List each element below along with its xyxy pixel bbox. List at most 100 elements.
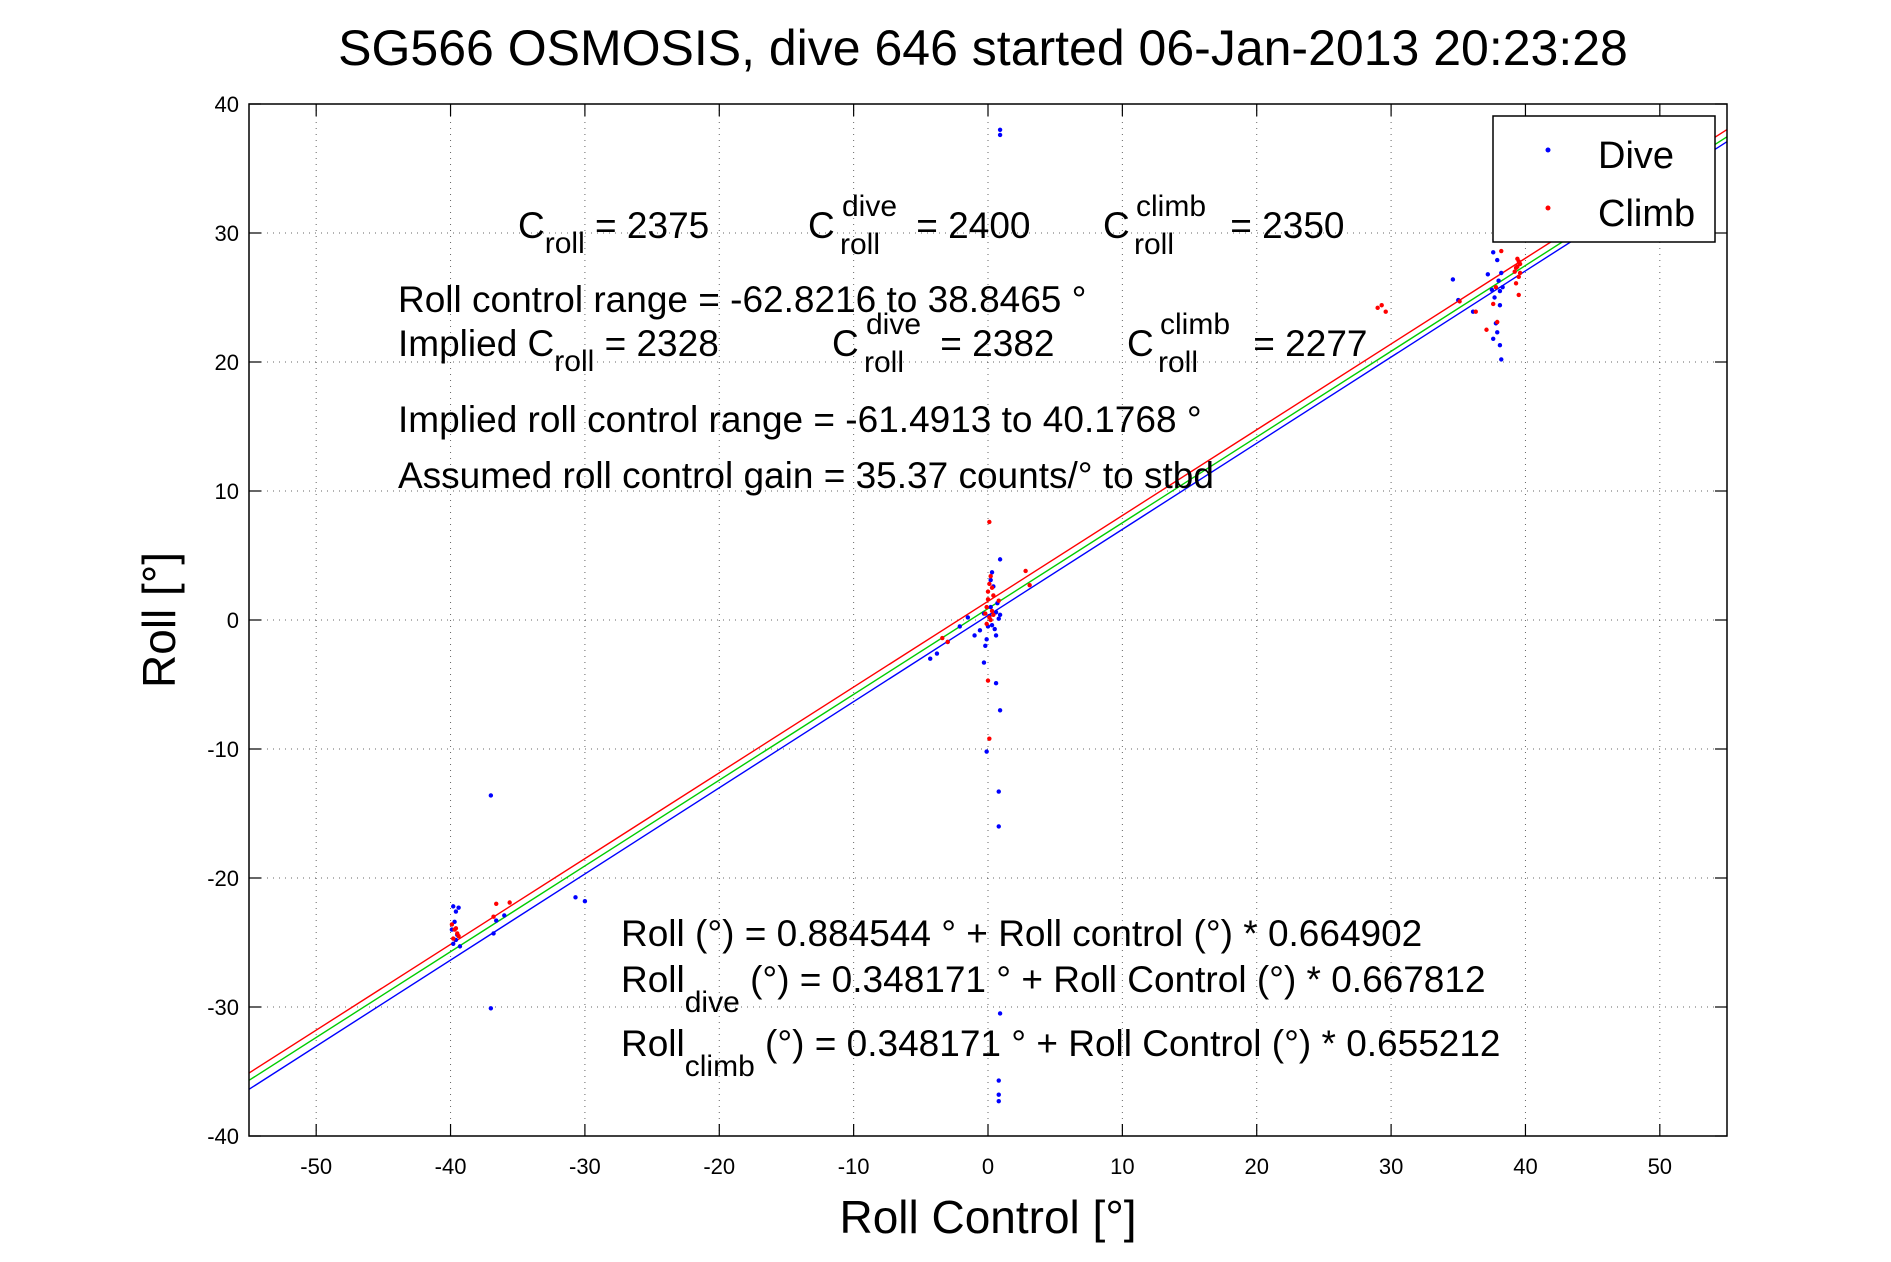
c-roll-dive-sub: roll: [840, 228, 880, 261]
dive-point: [997, 708, 1003, 713]
dive-point: [983, 643, 988, 648]
climb-point: [991, 593, 996, 598]
implied-c-roll-text: Implied Croll = 2328: [398, 323, 719, 378]
climb-point: [1495, 319, 1500, 325]
c-roll-climb-sub: roll: [1134, 228, 1174, 261]
fit-climb-text: Rollclimb (°) = 0.348171 ° + Roll Contro…: [621, 1023, 1501, 1083]
x-tick-label: -40: [435, 1154, 467, 1179]
y-tick-label: -10: [207, 737, 239, 762]
climb-point: [451, 936, 456, 941]
dive-point: [1499, 270, 1504, 276]
climb-point: [1512, 269, 1517, 274]
climb-point: [985, 589, 991, 594]
y-axis-label: Roll [°]: [133, 552, 185, 688]
dive-point: [988, 577, 993, 583]
implied-c-roll-climb-sup: climb: [1160, 308, 1230, 341]
dive-point: [996, 1098, 1001, 1104]
dive-point: [456, 905, 461, 910]
dive-point: [573, 895, 578, 900]
dive-point: [996, 616, 1001, 621]
dive-point: [502, 913, 507, 918]
dive-point: [1499, 357, 1504, 362]
climb-point: [985, 597, 991, 602]
implied-c-roll-dive-sub: roll: [864, 346, 904, 379]
axis-ticks: -50 -40 -30 -20 -10 0 10 20 30 40 50 -40 -30 -20 -10 0 1…: [207, 92, 1727, 1179]
climb-point: [989, 585, 995, 590]
dive-point: [997, 557, 1003, 562]
dive-point: [1489, 287, 1495, 292]
dive-point: [453, 909, 459, 914]
climb-point: [984, 604, 989, 610]
legend-climb-label: Climb: [1598, 193, 1695, 235]
climb-point: [1517, 270, 1523, 276]
climb-point: [1516, 274, 1521, 280]
climb-point: [988, 617, 993, 623]
climb-point: [1515, 256, 1520, 261]
dive-point: [1495, 257, 1500, 263]
y-tick-label: 0: [227, 608, 239, 633]
dive-point: [934, 651, 940, 656]
climb-point: [945, 639, 950, 645]
dive-point: [1500, 284, 1505, 290]
dive-point: [993, 633, 999, 638]
dive-point: [965, 615, 971, 620]
legend-box: [1492, 115, 1716, 243]
climb-point: [1493, 284, 1499, 290]
climb-point: [1513, 265, 1519, 271]
implied-c-roll-dive-sup: dive: [866, 308, 921, 341]
x-tick-label: 30: [1379, 1154, 1403, 1179]
y-tick-label: 10: [215, 479, 239, 504]
dive-point: [1492, 295, 1497, 300]
y-tick-label: 20: [215, 350, 239, 375]
dive-point: [977, 628, 983, 633]
climb-point: [996, 598, 1001, 603]
x-tick-label: -50: [300, 1154, 332, 1179]
dive-point: [997, 1011, 1003, 1016]
c-roll-climb-text: C = 2350: [1103, 205, 1344, 246]
dive-point: [1491, 250, 1496, 255]
dive-point: [992, 626, 997, 632]
climb-point: [991, 612, 996, 618]
climb-point: [983, 611, 988, 616]
dive-point: [1496, 278, 1501, 283]
climb-point: [1379, 303, 1384, 308]
x-tick-label: -20: [703, 1154, 735, 1179]
dive-point: [988, 604, 993, 610]
x-tick-label: 40: [1513, 1154, 1537, 1179]
climb-point: [987, 736, 992, 741]
climb-point: [456, 933, 461, 939]
climb-point: [1023, 568, 1028, 574]
dive-point: [1497, 343, 1503, 348]
implied-range-text: Implied roll control range = -61.4913 to…: [398, 399, 1202, 440]
climb-point: [1499, 248, 1504, 254]
climb-point: [1027, 582, 1032, 588]
climb-point: [1375, 305, 1380, 311]
dive-point: [1497, 288, 1503, 294]
legend-dive-marker: [1545, 147, 1551, 153]
dive-point: [984, 749, 989, 754]
x-tick-label: 20: [1244, 1154, 1268, 1179]
x-tick-label: -30: [569, 1154, 601, 1179]
dive-point: [996, 789, 1001, 794]
annotations: Croll = 2375 C = 2400 dive roll C = 2350…: [398, 190, 1501, 1083]
dive-point: [451, 904, 456, 909]
climb-point: [1383, 309, 1388, 314]
climb-point: [491, 914, 496, 919]
dive-point: [457, 944, 463, 949]
dive-point: [488, 793, 494, 798]
legend: Dive Climb: [1492, 115, 1716, 243]
c-roll-dive-text: C = 2400: [808, 205, 1030, 246]
climb-point: [1491, 301, 1496, 307]
climb-point: [1513, 281, 1519, 286]
dive-point: [984, 637, 989, 642]
x-tick-label: 10: [1110, 1154, 1134, 1179]
x-axis-label: Roll Control [°]: [839, 1191, 1136, 1243]
dive-point: [989, 570, 995, 575]
climb-point: [987, 581, 992, 587]
x-tick-label: 50: [1648, 1154, 1672, 1179]
dive-point: [582, 899, 588, 904]
c-roll-dive-sup: dive: [842, 190, 897, 223]
climb-point: [507, 900, 512, 905]
climb-point: [453, 926, 459, 931]
